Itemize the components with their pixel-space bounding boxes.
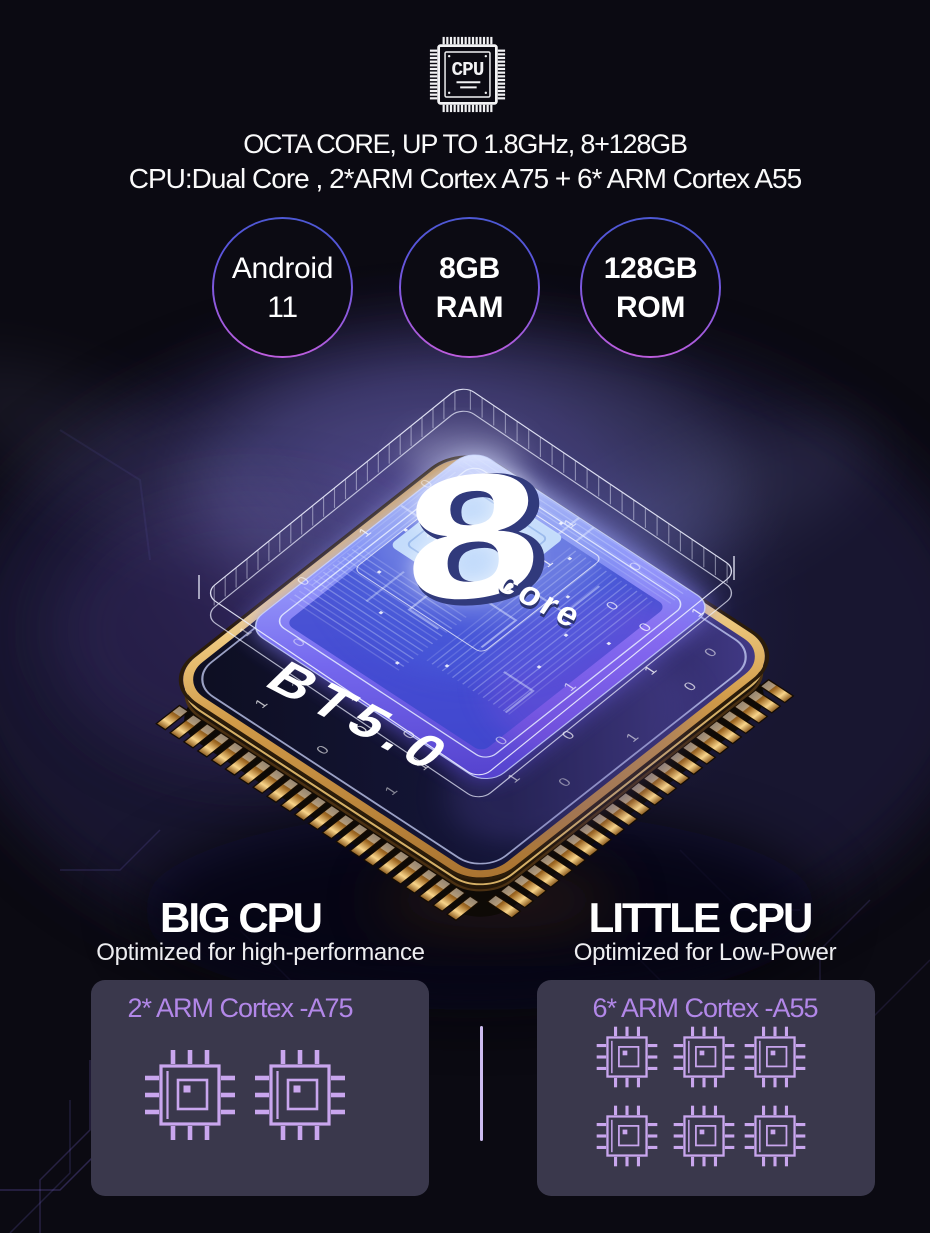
svg-text:8: 8 [410,434,549,645]
svg-text:CPU: CPU [452,59,484,81]
svg-text:8: 8 [403,431,542,642]
svg-text:8: 8 [403,431,542,642]
